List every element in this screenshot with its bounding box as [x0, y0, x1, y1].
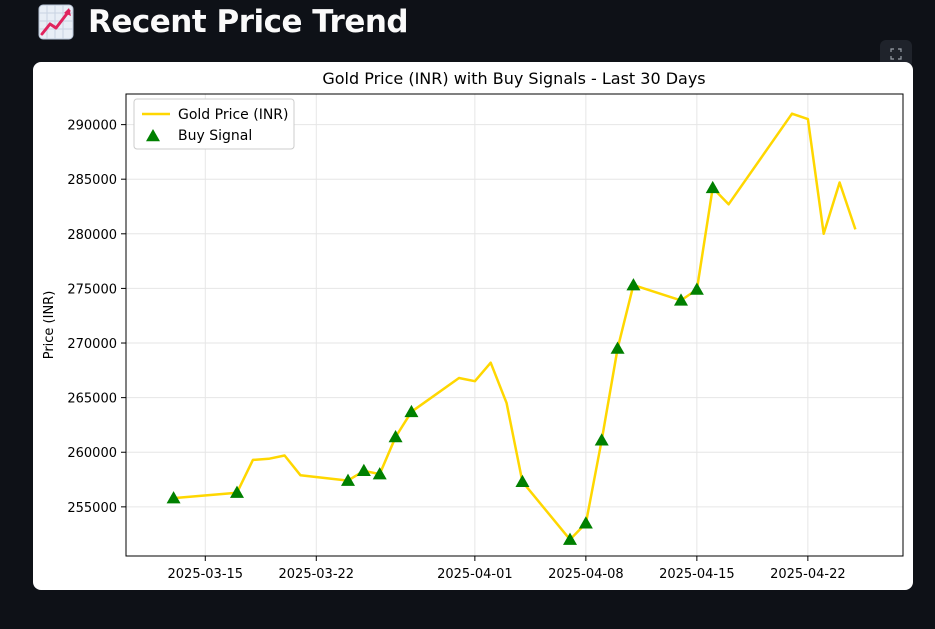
- buy-signal-marker: [610, 341, 625, 354]
- buy-signal-marker: [372, 467, 387, 480]
- y-tick-label: 260000: [67, 446, 117, 461]
- buy-signal-marker: [563, 532, 577, 545]
- x-tick-label: 2025-04-22: [770, 567, 846, 582]
- legend-label-price: Gold Price (INR): [178, 107, 289, 123]
- x-tick-label: 2025-04-15: [659, 567, 735, 582]
- buy-signal-marker: [341, 473, 355, 486]
- fullscreen-icon: [890, 45, 902, 64]
- y-tick-label: 285000: [67, 173, 117, 188]
- legend-box: [133, 98, 295, 150]
- buy-signal-marker: [626, 278, 641, 291]
- y-tick-label: 265000: [67, 392, 117, 407]
- buy-signal-marker: [404, 404, 419, 418]
- x-tick-label: 2025-03-22: [279, 567, 355, 582]
- legend-marker-swatch: [146, 129, 160, 142]
- buy-signal-marker: [594, 433, 609, 446]
- buy-signal-marker: [166, 491, 181, 504]
- y-tick-label: 275000: [67, 282, 117, 297]
- y-tick-label: 270000: [67, 337, 117, 352]
- chart-increasing-icon: [38, 4, 74, 40]
- buy-signal-marker: [674, 293, 688, 306]
- buy-signal-marker: [388, 429, 403, 443]
- plot-frame: [125, 93, 904, 557]
- page-title: Recent Price Trend: [88, 4, 409, 40]
- page-header: Recent Price Trend: [38, 2, 409, 42]
- x-tick-label: 2025-04-01: [437, 567, 513, 582]
- x-tick-label: 2025-03-15: [168, 567, 244, 582]
- buy-signal-marker: [230, 485, 244, 498]
- buy-signal-marker: [705, 180, 720, 194]
- y-axis-label: Price (INR): [42, 291, 57, 360]
- chart-card: Gold Price (INR) with Buy Signals - Last…: [33, 62, 913, 590]
- y-tick-label: 255000: [67, 501, 117, 516]
- chart-title: Gold Price (INR) with Buy Signals - Last…: [322, 69, 705, 88]
- y-tick-label: 280000: [67, 228, 117, 243]
- legend-label-buy: Buy Signal: [178, 128, 252, 144]
- buy-signal-marker: [356, 463, 371, 477]
- buy-signal-marker: [689, 282, 704, 295]
- x-tick-label: 2025-04-08: [548, 567, 624, 582]
- buy-signal-marker: [515, 474, 530, 487]
- buy-signal-marker: [578, 516, 593, 529]
- y-tick-label: 290000: [67, 119, 117, 134]
- gold-price-line: [173, 112, 857, 541]
- price-chart: Gold Price (INR) with Buy Signals - Last…: [42, 69, 904, 582]
